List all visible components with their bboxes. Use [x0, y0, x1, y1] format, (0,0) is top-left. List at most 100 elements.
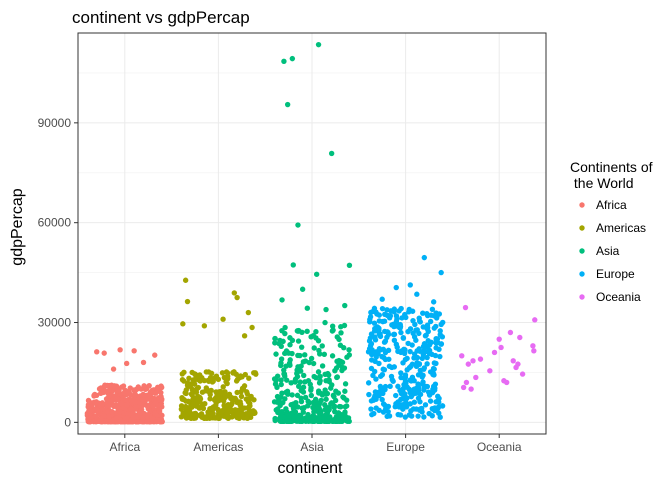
data-point-oceania	[517, 334, 523, 341]
data-point-africa	[116, 409, 123, 415]
data-point-asia	[346, 347, 352, 353]
legend: Continents of the World Africa Americas As…	[570, 159, 653, 304]
data-point-europe	[401, 346, 407, 352]
data-point-americas	[230, 369, 236, 376]
data-point-africa	[140, 397, 147, 403]
x-tick-label: Europe	[386, 440, 425, 454]
data-point-americas	[220, 384, 226, 390]
data-point-europe	[376, 392, 382, 399]
data-point-asia	[290, 262, 296, 268]
data-point-asia	[342, 410, 348, 417]
data-point-africa	[105, 409, 111, 415]
data-point-americas	[197, 378, 203, 384]
data-point-asia	[298, 395, 304, 401]
data-point-asia	[306, 359, 312, 366]
data-point-americas	[201, 323, 208, 329]
data-point-africa	[131, 348, 137, 354]
data-point-oceania	[470, 358, 476, 364]
data-point-africa	[102, 382, 108, 388]
legend-label-oceania: Oceania	[596, 290, 641, 304]
data-point-asia	[308, 355, 315, 362]
data-point-europe	[407, 377, 413, 383]
data-point-africa	[140, 359, 147, 366]
data-point-europe	[379, 353, 385, 360]
data-point-americas	[246, 375, 252, 381]
data-point-asia	[338, 330, 344, 336]
data-point-asia	[289, 410, 295, 416]
data-point-europe	[408, 363, 414, 369]
data-point-asia	[309, 415, 316, 421]
legend-key-africa	[579, 202, 585, 208]
data-point-europe	[400, 335, 407, 341]
data-point-europe	[415, 372, 422, 378]
data-point-americas	[241, 333, 248, 339]
data-point-americas	[183, 390, 189, 397]
data-point-asia	[336, 336, 342, 343]
data-point-americas	[190, 396, 196, 402]
data-point-americas	[245, 309, 252, 316]
data-point-oceania	[510, 358, 516, 364]
data-point-asia	[313, 271, 320, 277]
data-point-asia	[296, 418, 303, 424]
data-point-europe	[416, 361, 423, 367]
data-point-europe	[420, 372, 426, 379]
data-point-asia	[278, 360, 284, 366]
data-point-americas	[251, 370, 257, 376]
data-point-asia	[308, 385, 314, 391]
data-point-asia	[294, 370, 300, 377]
x-axis: Africa Americas Asia Europe Oceania	[109, 434, 522, 454]
data-point-americas	[234, 389, 240, 396]
data-point-asia	[322, 319, 328, 326]
data-point-africa	[140, 391, 146, 398]
data-point-africa	[153, 418, 160, 425]
data-point-europe	[411, 391, 417, 397]
data-point-oceania	[530, 343, 536, 349]
data-point-europe	[400, 360, 406, 366]
data-point-americas	[238, 393, 245, 400]
data-point-europe	[438, 269, 444, 276]
data-point-europe	[393, 284, 399, 291]
data-point-americas	[215, 376, 222, 383]
data-point-asia	[308, 392, 315, 399]
data-point-asia	[342, 302, 348, 309]
data-point-asia	[315, 369, 322, 375]
data-point-europe	[365, 380, 372, 386]
data-point-oceania	[491, 349, 498, 356]
data-point-europe	[405, 328, 411, 335]
data-point-asia	[329, 323, 336, 329]
data-point-europe	[432, 381, 439, 387]
data-point-europe	[433, 323, 439, 330]
data-point-africa	[101, 413, 107, 419]
data-point-americas	[231, 290, 238, 296]
data-point-asia	[297, 379, 303, 385]
data-point-africa	[152, 352, 158, 358]
legend-title-line2: the World	[570, 175, 634, 191]
data-point-europe	[429, 351, 435, 358]
data-point-europe	[368, 340, 375, 347]
data-point-europe	[415, 381, 421, 387]
data-point-europe	[427, 318, 434, 325]
data-point-europe	[429, 405, 435, 412]
data-point-americas	[216, 408, 222, 415]
data-point-africa	[110, 417, 117, 423]
data-point-asia	[311, 373, 317, 380]
data-point-africa	[148, 418, 154, 425]
data-point-asia	[336, 403, 343, 410]
data-point-europe	[375, 350, 381, 357]
data-point-europe	[424, 310, 430, 317]
data-point-asia	[328, 150, 335, 157]
data-point-asia	[313, 329, 319, 335]
data-point-africa	[128, 406, 134, 412]
data-point-europe	[396, 324, 403, 331]
data-point-asia	[316, 347, 322, 354]
data-point-europe	[395, 348, 401, 355]
legend-key-asia	[579, 248, 585, 254]
data-point-asia	[287, 362, 293, 368]
data-point-europe	[424, 354, 430, 361]
data-point-asia	[335, 410, 342, 416]
data-point-asia	[323, 306, 329, 313]
data-point-asia	[299, 405, 305, 411]
data-point-americas	[185, 398, 192, 405]
data-point-europe	[385, 403, 392, 410]
data-point-americas	[239, 406, 245, 412]
